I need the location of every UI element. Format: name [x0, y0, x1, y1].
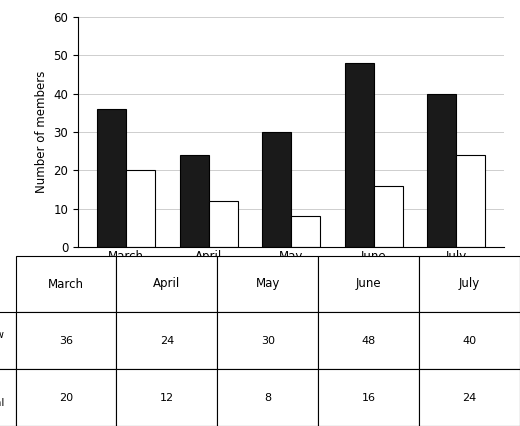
Bar	[180, 155, 209, 247]
Bar	[209, 201, 238, 247]
Bar	[97, 109, 126, 247]
Bar	[456, 155, 485, 247]
Bar	[345, 63, 374, 247]
Bar	[291, 216, 320, 247]
Bar	[427, 94, 456, 247]
Bar	[126, 170, 155, 247]
Bar	[262, 132, 291, 247]
Y-axis label: Number of members: Number of members	[35, 71, 48, 193]
Bar	[374, 186, 402, 247]
